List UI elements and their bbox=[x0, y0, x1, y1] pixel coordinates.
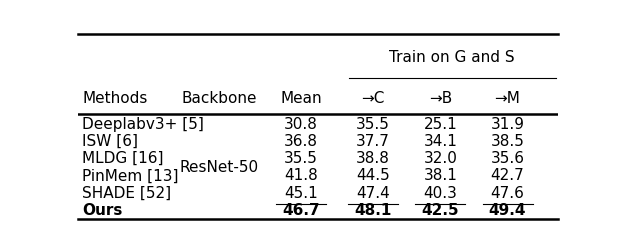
Text: 40.3: 40.3 bbox=[423, 186, 457, 201]
Text: 47.6: 47.6 bbox=[490, 186, 525, 201]
Text: ISW [6]: ISW [6] bbox=[82, 134, 138, 149]
Text: Ours: Ours bbox=[82, 203, 123, 218]
Text: 36.8: 36.8 bbox=[284, 134, 318, 149]
Text: ResNet-50: ResNet-50 bbox=[180, 160, 259, 175]
Text: 38.5: 38.5 bbox=[490, 134, 525, 149]
Text: 48.1: 48.1 bbox=[354, 203, 392, 218]
Text: 44.5: 44.5 bbox=[356, 168, 390, 183]
Text: 35.6: 35.6 bbox=[490, 151, 525, 166]
Text: Train on G and S: Train on G and S bbox=[389, 50, 515, 65]
Text: →C: →C bbox=[361, 91, 384, 106]
Text: 38.8: 38.8 bbox=[356, 151, 390, 166]
Text: 25.1: 25.1 bbox=[423, 117, 457, 132]
Text: SHADE [52]: SHADE [52] bbox=[82, 186, 171, 201]
Text: 31.9: 31.9 bbox=[490, 117, 525, 132]
Text: MLDG [16]: MLDG [16] bbox=[82, 151, 164, 166]
Text: 37.7: 37.7 bbox=[356, 134, 390, 149]
Text: 42.7: 42.7 bbox=[490, 168, 525, 183]
Text: 41.8: 41.8 bbox=[284, 168, 318, 183]
Text: 34.1: 34.1 bbox=[423, 134, 457, 149]
Text: 42.5: 42.5 bbox=[422, 203, 459, 218]
Text: 32.0: 32.0 bbox=[423, 151, 457, 166]
Text: 49.4: 49.4 bbox=[489, 203, 526, 218]
Text: 46.7: 46.7 bbox=[282, 203, 320, 218]
Text: →B: →B bbox=[428, 91, 452, 106]
Text: 45.1: 45.1 bbox=[284, 186, 318, 201]
Text: →M: →M bbox=[495, 91, 520, 106]
Text: 35.5: 35.5 bbox=[356, 117, 390, 132]
Text: 35.5: 35.5 bbox=[284, 151, 318, 166]
Text: Backbone: Backbone bbox=[182, 91, 257, 106]
Text: 47.4: 47.4 bbox=[356, 186, 390, 201]
Text: PinMem [13]: PinMem [13] bbox=[82, 168, 179, 183]
Text: Deeplabv3+ [5]: Deeplabv3+ [5] bbox=[82, 117, 204, 132]
Text: Methods: Methods bbox=[82, 91, 148, 106]
Text: Mean: Mean bbox=[280, 91, 322, 106]
Text: 38.1: 38.1 bbox=[423, 168, 457, 183]
Text: 30.8: 30.8 bbox=[284, 117, 318, 132]
